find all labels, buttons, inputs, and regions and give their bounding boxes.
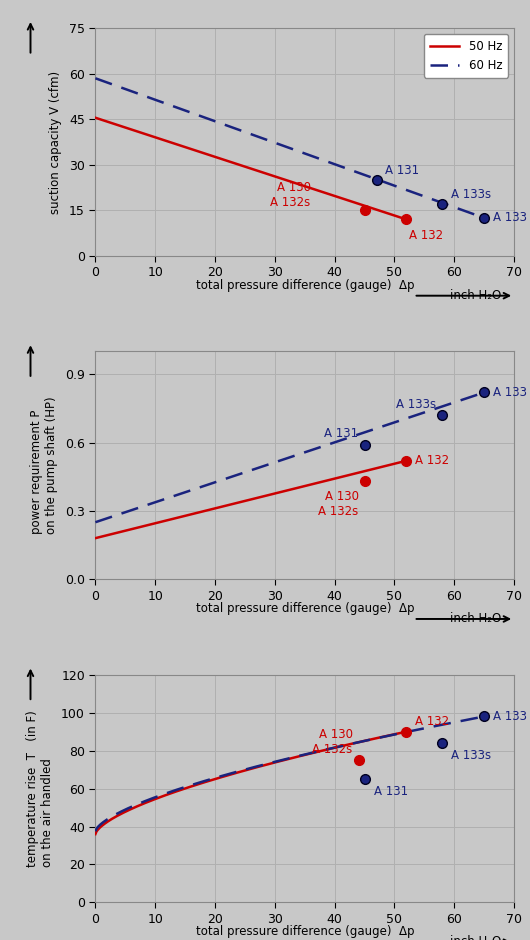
Text: A 131: A 131 xyxy=(324,428,359,440)
Y-axis label: temperature rise  T   (in F)
on the air handled: temperature rise T (in F) on the air han… xyxy=(26,711,54,867)
Text: A 133s: A 133s xyxy=(396,398,436,411)
Text: A 132: A 132 xyxy=(410,228,444,242)
Text: total pressure difference (gauge)  Δp: total pressure difference (gauge) Δp xyxy=(196,925,414,938)
Text: A 133s: A 133s xyxy=(452,188,491,201)
Text: A 130
A 132s: A 130 A 132s xyxy=(319,491,359,518)
Text: A 130
A 132s: A 130 A 132s xyxy=(312,728,352,757)
Y-axis label: suction capacity V (cfm): suction capacity V (cfm) xyxy=(49,70,62,213)
Text: A 131: A 131 xyxy=(374,785,408,798)
Text: inch H₂O: inch H₂O xyxy=(450,612,501,625)
Text: A 130
A 132s: A 130 A 132s xyxy=(270,180,311,209)
Text: A 133: A 133 xyxy=(493,386,527,399)
Text: A 133: A 133 xyxy=(493,212,527,225)
Text: A 132: A 132 xyxy=(416,454,449,467)
Text: A 131: A 131 xyxy=(385,164,420,177)
Text: A 133: A 133 xyxy=(493,710,527,723)
Text: A 133s: A 133s xyxy=(452,749,491,761)
Text: inch H₂O: inch H₂O xyxy=(450,935,501,940)
Legend: 50 Hz, 60 Hz: 50 Hz, 60 Hz xyxy=(424,34,508,78)
Text: total pressure difference (gauge)  Δp: total pressure difference (gauge) Δp xyxy=(196,278,414,291)
Text: inch H₂O: inch H₂O xyxy=(450,289,501,302)
Text: total pressure difference (gauge)  Δp: total pressure difference (gauge) Δp xyxy=(196,602,414,615)
Y-axis label: power requirement P
on the pump shaft (HP): power requirement P on the pump shaft (H… xyxy=(30,397,58,534)
Text: A 132: A 132 xyxy=(416,714,449,728)
